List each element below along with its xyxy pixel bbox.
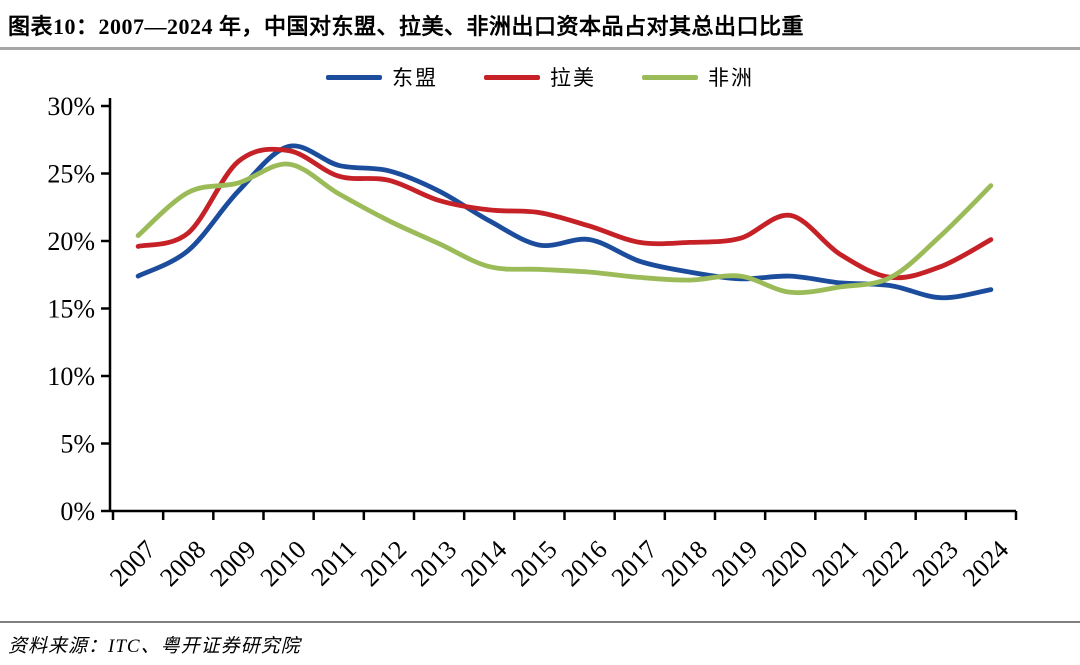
y-tick-label: 20% <box>47 227 95 256</box>
x-tick-label: 2016 <box>556 535 613 592</box>
x-tick-label: 2009 <box>204 535 261 592</box>
x-tick-label: 2024 <box>957 535 1014 592</box>
legend-item-2: 非洲 <box>642 62 754 92</box>
legend-label: 非洲 <box>708 66 754 90</box>
title-divider <box>0 47 1080 50</box>
legend-line-swatch <box>642 74 698 80</box>
source-footer: 资料来源：ITC、粤开证券研究院 <box>0 621 1080 658</box>
x-tick-label: 2011 <box>305 535 362 592</box>
x-tick-label: 2017 <box>606 535 663 592</box>
series-line-拉美 <box>135 146 994 281</box>
x-tick-label: 2018 <box>656 535 713 592</box>
x-tick-label: 2014 <box>455 535 512 592</box>
x-tick-label: 2020 <box>756 535 813 592</box>
y-tick-label: 5% <box>60 430 95 459</box>
x-tick-label: 2012 <box>355 535 412 592</box>
chart-legend: 东盟 拉美 非洲 <box>0 63 1080 91</box>
x-tick-label: 2022 <box>857 535 914 592</box>
x-tick-label: 2008 <box>154 535 211 592</box>
y-tick-label: 25% <box>47 160 95 189</box>
x-tick-label: 2019 <box>706 535 763 592</box>
y-tick-label: 30% <box>47 92 95 121</box>
legend-item-1: 拉美 <box>484 62 596 92</box>
legend-item-0: 东盟 <box>326 62 438 92</box>
y-tick-label: 10% <box>47 362 95 391</box>
x-tick-label: 2010 <box>255 535 312 592</box>
y-tick-label: 0% <box>60 497 95 526</box>
figure-title: 图表10：2007—2024 年，中国对东盟、拉美、非洲出口资本品占对其总出口比… <box>8 14 805 39</box>
x-tick-label: 2021 <box>806 535 863 592</box>
x-tick-label: 2023 <box>907 535 964 592</box>
x-tick-label: 2015 <box>505 535 562 592</box>
legend-label: 东盟 <box>392 66 438 90</box>
series-line-非洲 <box>135 161 994 296</box>
line-chart: 0%5%10%15%20%25%30%200720082009201020112… <box>47 92 1018 592</box>
y-tick-label: 15% <box>47 295 95 324</box>
legend-label: 拉美 <box>550 66 596 90</box>
source-text: 资料来源：ITC、粤开证券研究院 <box>8 636 301 657</box>
x-tick-label: 2007 <box>104 535 161 592</box>
series-line-东盟 <box>135 143 994 301</box>
legend-line-swatch <box>484 74 540 80</box>
x-tick-label: 2013 <box>405 535 462 592</box>
legend-line-swatch <box>326 74 382 80</box>
